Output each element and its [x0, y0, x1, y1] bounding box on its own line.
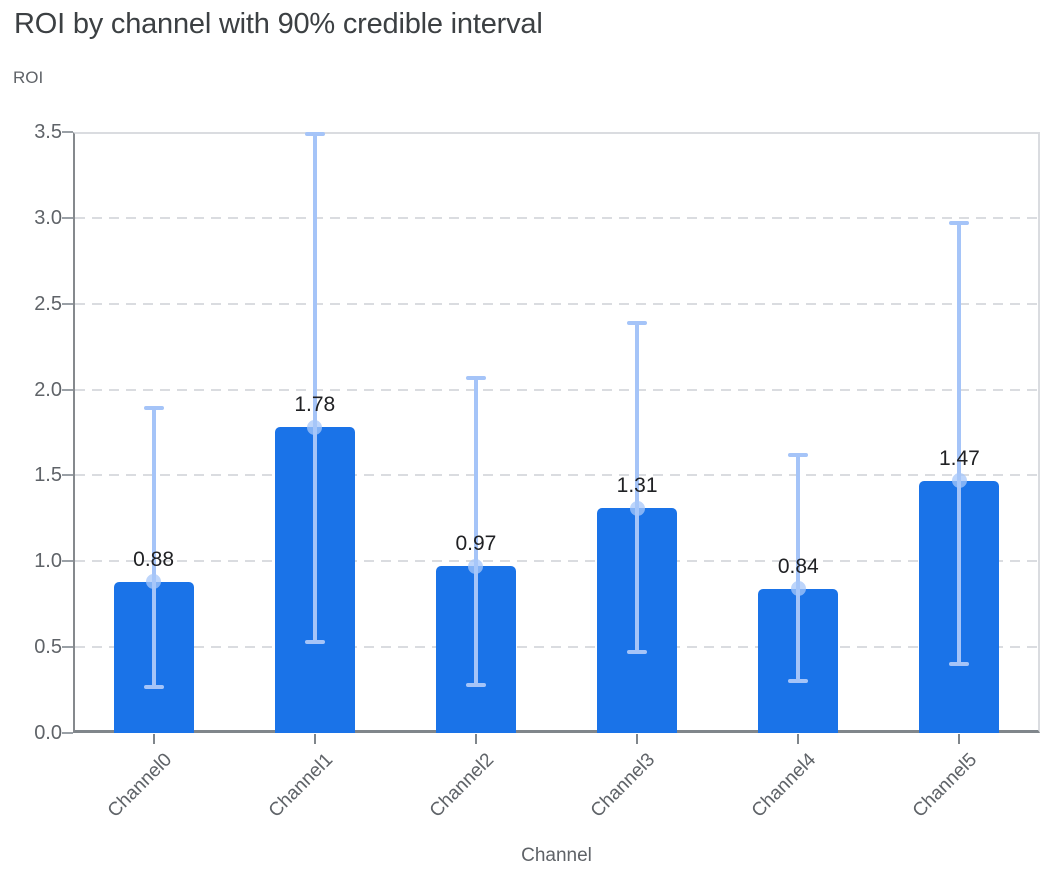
error-bar-line-channel1: [312, 133, 317, 642]
error-bar-cap-lower-channel1: [304, 639, 325, 644]
error-bar-cap-upper-channel0: [143, 406, 164, 411]
error-bar-line-channel0: [151, 408, 156, 687]
error-bar-cap-lower-channel4: [788, 679, 809, 684]
y-tick-label-1.5: 1.5: [34, 464, 62, 487]
y-tick-label-0.0: 0.0: [34, 722, 62, 744]
x-tick-channel5: [958, 734, 961, 744]
error-bar-cap-lower-channel5: [949, 662, 970, 667]
y-tick-1.0: [62, 560, 73, 563]
value-label-channel0: 0.88: [133, 547, 175, 571]
mean-marker-channel1[interactable]: [307, 419, 323, 435]
y-tick-0.5: [62, 646, 73, 649]
value-label-channel3: 1.31: [616, 474, 658, 498]
gridline-y-2.0: [75, 388, 1040, 391]
error-bar-cap-upper-channel1: [304, 131, 325, 136]
gridline-y-0.5: [75, 646, 1040, 649]
x-tick-label-channel1: Channel1: [264, 749, 337, 822]
x-tick-label-channel2: Channel2: [425, 749, 499, 822]
y-tick-label-2.0: 2.0: [34, 378, 62, 401]
y-axis-title: ROI: [13, 68, 44, 87]
x-tick-label-channel3: Channel3: [586, 749, 660, 822]
y-tick-2.0: [62, 388, 73, 391]
y-tick-label-1.0: 1.0: [34, 550, 62, 573]
y-tick-0.0: [62, 732, 73, 734]
x-tick-label-channel4: Channel4: [748, 749, 821, 822]
chart-title: ROI by channel with 90% credible interva…: [14, 8, 543, 40]
error-bar-cap-upper-channel3: [627, 320, 648, 325]
y-tick-3.5: [62, 131, 73, 133]
error-bar-cap-upper-channel4: [788, 452, 809, 457]
x-tick-channel0: [152, 734, 155, 744]
x-tick-label-channel5: Channel5: [909, 749, 982, 822]
x-tick-channel4: [797, 734, 800, 744]
y-tick-1.5: [62, 474, 73, 477]
gridline-y-1.0: [75, 560, 1040, 563]
plot-area: [73, 132, 1040, 733]
value-label-channel1: 1.78: [294, 393, 336, 417]
error-bar-line-channel3: [635, 322, 640, 653]
x-axis-title: Channel: [521, 845, 592, 866]
error-bar-cap-lower-channel2: [465, 682, 486, 687]
mean-marker-channel5[interactable]: [951, 473, 967, 489]
gridline-y-2.5: [75, 302, 1040, 305]
y-tick-2.5: [62, 302, 73, 305]
y-tick-label-3.0: 3.0: [34, 206, 62, 229]
error-bar-cap-upper-channel5: [949, 221, 970, 225]
y-tick-label-3.5: 3.5: [34, 121, 62, 143]
error-bar-line-channel2: [473, 377, 478, 685]
mean-marker-channel2[interactable]: [468, 558, 484, 574]
error-bar-cap-lower-channel3: [627, 650, 648, 655]
value-label-channel5: 1.47: [938, 446, 980, 470]
x-tick-label-channel0: Channel0: [103, 749, 176, 822]
gridline-y-3.0: [75, 216, 1040, 219]
error-bar-line-channel5: [957, 223, 962, 665]
mean-marker-channel4[interactable]: [790, 581, 806, 597]
value-label-channel2: 0.97: [455, 532, 497, 556]
y-tick-3.0: [62, 216, 73, 219]
mean-marker-channel3[interactable]: [629, 500, 645, 516]
mean-marker-channel0[interactable]: [146, 574, 162, 590]
x-tick-channel1: [313, 734, 316, 744]
gridline-y-1.5: [75, 474, 1040, 477]
y-tick-label-2.5: 2.5: [34, 292, 62, 315]
error-bar-cap-upper-channel2: [465, 375, 486, 380]
y-tick-label-0.5: 0.5: [34, 636, 62, 659]
x-tick-channel3: [636, 734, 639, 744]
error-bar-line-channel4: [796, 454, 801, 682]
error-bar-cap-lower-channel0: [143, 684, 164, 689]
x-tick-channel2: [474, 734, 477, 744]
value-label-channel4: 0.84: [777, 554, 819, 578]
